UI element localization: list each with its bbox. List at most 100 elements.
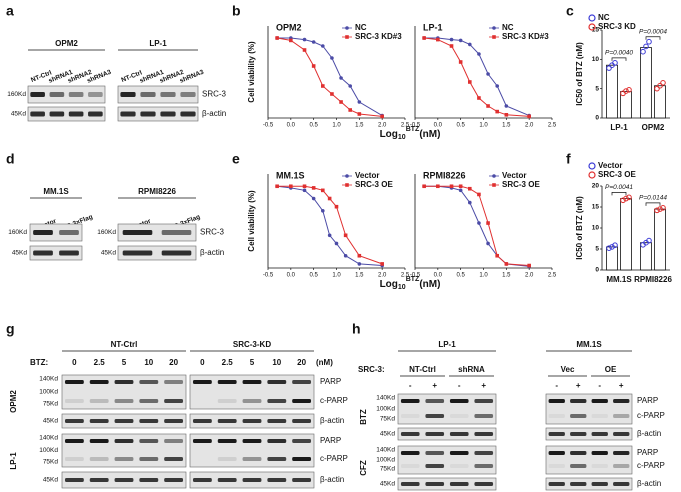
data-point (660, 205, 666, 211)
band (548, 451, 565, 455)
x-tick-label: RPMI8226 (634, 275, 672, 284)
protein-label: β-actin (320, 416, 344, 425)
data-point (495, 84, 500, 88)
band (613, 414, 630, 418)
data-point (468, 42, 472, 47)
legend-marker (345, 35, 349, 39)
y-tick-label: 10 (592, 56, 600, 63)
protein-label: c-PARP (637, 461, 665, 470)
band (122, 230, 153, 235)
plot-title: MM.1S (276, 170, 305, 180)
band (591, 432, 608, 436)
data-point (495, 109, 499, 114)
data-point (357, 253, 362, 258)
band (400, 414, 420, 418)
treatment-label: BTZ: (30, 358, 48, 367)
blot (545, 445, 633, 475)
band (267, 399, 287, 403)
protein-label: PARP (320, 436, 341, 445)
x-tick-label: 0.5 (456, 273, 465, 279)
blot (545, 477, 633, 491)
blot (117, 245, 197, 261)
y-tick-label: 5 (595, 85, 599, 92)
blot (117, 85, 199, 104)
marker-label: 45Kd (43, 477, 59, 484)
data-point (321, 84, 325, 88)
marker-label: 100Kd (39, 447, 58, 454)
band (474, 482, 494, 486)
data-point (302, 37, 307, 42)
band (217, 457, 237, 461)
band (400, 451, 420, 455)
band (548, 464, 565, 468)
fit-curve (424, 185, 530, 267)
band (242, 380, 262, 384)
legend-marker (492, 183, 496, 187)
legend-label: NC (502, 23, 514, 32)
protein-label: β-actin (202, 109, 226, 118)
group-title: MM.1S (576, 340, 602, 349)
band (292, 380, 312, 384)
band (267, 380, 287, 384)
protein-label: c-PARP (637, 411, 665, 420)
panel-label: c (566, 3, 574, 19)
marker-label: 75Kd (43, 459, 59, 466)
band (292, 399, 312, 403)
band (217, 439, 237, 443)
data-point (477, 221, 481, 225)
y-tick-label: 10 (592, 225, 600, 232)
blot (397, 445, 497, 475)
band (449, 414, 469, 418)
band (425, 464, 445, 468)
band (570, 451, 587, 455)
band (425, 432, 445, 436)
band (267, 439, 287, 443)
blot (61, 433, 187, 468)
data-point (486, 241, 490, 246)
significance-bracket (611, 57, 627, 61)
bar (654, 208, 666, 271)
band (292, 439, 312, 443)
protein-label: β-actin (637, 479, 661, 488)
band (161, 250, 192, 256)
data-point (654, 207, 660, 214)
band (570, 482, 587, 486)
legend-marker (345, 26, 349, 30)
legend-marker (345, 183, 349, 187)
band (613, 432, 630, 436)
data-point (449, 184, 454, 189)
panel-label: h (352, 321, 361, 337)
lane-sign: - (598, 381, 601, 390)
x-label-unit: (nM) (419, 129, 440, 140)
data-point (660, 80, 666, 86)
lane-sign: + (432, 381, 437, 390)
significance-bracket (645, 202, 661, 206)
lane-label: 5 (250, 358, 255, 367)
marker-label: 140Kd (39, 435, 58, 442)
blot (29, 223, 83, 242)
marker-label: 75Kd (380, 466, 396, 473)
lane-label: 2.5 (94, 358, 106, 367)
lane-label: 0 (72, 358, 77, 367)
data-point (327, 233, 332, 238)
data-point (527, 263, 531, 268)
x-label-sup: BTZ (406, 276, 420, 283)
band (192, 380, 212, 384)
protein-label: PARP (637, 448, 658, 457)
protein-label: c-PARP (320, 454, 348, 463)
x-tick-label: 0.0 (287, 273, 296, 279)
band (400, 464, 420, 468)
band (217, 419, 237, 423)
legend-label: NC (355, 23, 367, 32)
data-point (357, 262, 362, 266)
data-point (657, 206, 663, 212)
subgroup-title: OE (605, 365, 617, 374)
data-point (486, 104, 490, 108)
lane-sign: + (576, 381, 581, 390)
band (139, 439, 159, 443)
lane-label: 5 (122, 358, 127, 367)
x-tick-label: 2.5 (548, 123, 557, 129)
band (33, 250, 53, 256)
data-point (339, 100, 343, 104)
